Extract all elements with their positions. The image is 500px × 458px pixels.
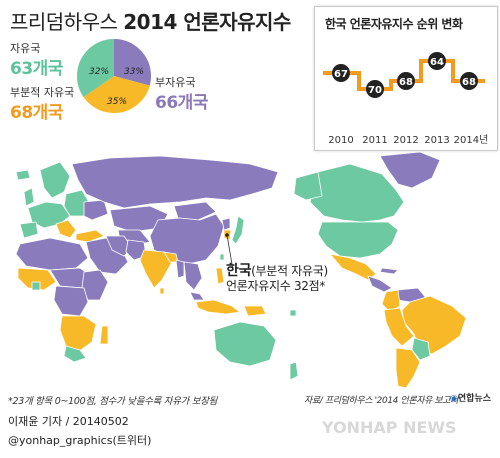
legend-partly-free-count: 68개국 [10,103,63,123]
region-iberia [19,221,39,239]
region-mongolia [173,201,217,221]
legend-not-free-count: 66개국 [155,93,208,113]
yonhap-logo-icon: ◉ [450,394,458,404]
world-map [15,151,467,389]
region-central-africa [53,285,89,317]
region-papua [243,305,267,317]
region-indonesia [195,299,241,315]
region-south-africa [63,345,87,363]
trend-year-2011: 2011 [362,135,387,146]
trend-year-2014: 2014년 [454,134,489,146]
region-north-korea [221,217,231,231]
title-prefix: 프리덤하우스 [10,10,118,34]
region-paraguay-uruguay [411,337,431,361]
footnote: *23개 항목 0~100점, 점수가 낮을수록 자유가 보장됨 [8,396,218,407]
region-brazil [401,295,467,355]
region-canada [309,163,405,223]
pie-label-not-free: 33% [124,67,144,77]
trend-score-2012: 68 [399,77,413,88]
trend-score-2013: 64 [430,57,444,68]
legend-free-label: 자유국 [10,42,41,55]
watermark: YONHAP NEWS [322,418,457,437]
region-sri-lanka [159,287,165,295]
region-taiwan [219,253,225,261]
korea-name: 한국 [226,263,252,279]
korea-pointer-line [226,234,234,271]
trend-year-2010: 2010 [328,135,353,146]
region-west-africa [17,267,57,291]
pie-label-partly-free: 35% [107,97,127,107]
region-turkey [75,229,105,243]
trend-year-2013: 2013 [424,135,449,146]
legend-free-count: 63개국 [10,59,63,79]
pie-slice-not-free [114,38,152,86]
korea-annotation: 한국(부분적 자유국) 언론자유지수 32점* [226,264,328,294]
title-main: 2014 언론자유지수 [123,10,291,34]
legend-not-free-label: 부자유국 [155,76,196,89]
region-peru-bolivia [383,307,415,347]
region-central-america [367,275,393,293]
region-malaysia [189,291,205,301]
region-japan [231,215,245,245]
region-ghana [31,281,41,291]
byline: 이재윤 기자 / 20140502 [8,415,129,428]
region-madagascar [99,325,109,345]
region-italy-balkans [55,219,77,239]
region-indochina [183,261,203,291]
pie-slice-free [75,37,114,98]
region-afghanistan-pakistan [125,239,147,261]
trend-chart: 67 70 68 64 68 2010 2011 2012 2013 2014년 [323,52,489,146]
region-greenland [379,151,441,189]
region-new-zealand [289,361,299,381]
yonhap-logo: ◉연합뉴스 [450,391,491,404]
legend-partly-free-label: 부분적 자유국 [10,86,75,99]
region-russia [71,155,279,209]
region-scandinavia [39,161,71,199]
pie-label-free: 32% [89,67,109,77]
region-pacific-islands [289,309,297,317]
twitter-handle: @yonhap_graphics(트위터) [8,434,152,447]
region-north-africa [15,237,89,271]
korea-status: (부분적 자유국) [251,264,328,278]
region-alaska [293,171,323,201]
page-title: 프리덤하우스 2014 언론자유지수 [10,6,291,35]
region-ukraine-belarus [83,199,109,221]
source-credit: 자료/ 프리덤하우스 '2014 언론자유 보고서' [304,396,461,406]
trend-title: 한국 언론자유지수 순위 변화 [325,17,463,31]
region-usa [317,221,399,259]
pie-slice-partly-free [82,76,151,115]
region-myanmar [175,259,185,279]
trend-score-2010: 67 [334,69,348,80]
region-australia [213,321,277,367]
korea-rank-trend-panel: 한국 언론자유지수 순위 변화 67 70 68 64 68 2010 2011… [314,6,498,151]
region-philippines [215,267,225,285]
korea-score: 언론자유지수 32점* [226,279,326,293]
trend-year-2012: 2012 [393,135,418,146]
region-argentina-chile [395,347,421,389]
region-caribbean-cuba [379,267,399,275]
korea-marker [225,233,229,237]
region-china [149,213,225,265]
status-pie-chart: 32% 33% 35% [75,37,153,115]
region-uk [23,187,35,207]
region-southern-africa [59,315,97,353]
yonhap-logo-text: 연합뉴스 [457,394,491,404]
region-iceland [15,169,31,181]
trend-score-2014: 68 [462,77,476,88]
trend-score-2011: 70 [368,85,382,96]
